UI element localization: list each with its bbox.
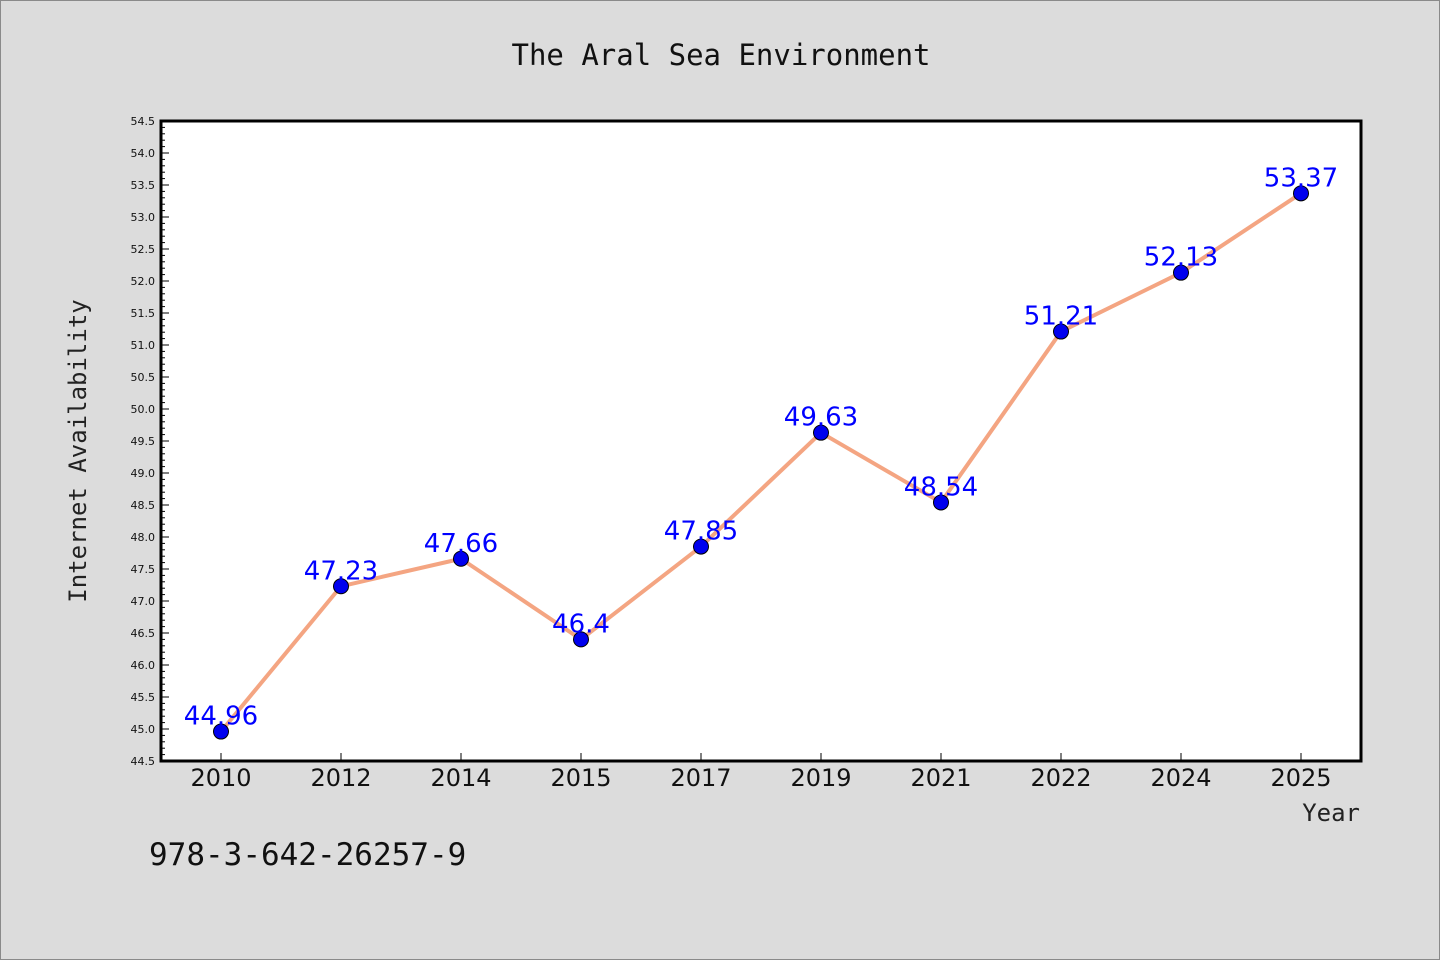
x-axis: 2010 2012 2014 2015 2017 2019 2021 2022 2024 2025 <box>190 753 1332 792</box>
data-point <box>333 578 349 595</box>
data-label: 44.96 <box>184 702 258 732</box>
footnote-isbn: 978-3-642-26257-9 <box>149 837 466 873</box>
y-tick-label: 44.5 <box>131 755 156 768</box>
y-tick-label: 53.0 <box>131 211 156 224</box>
data-label: 51.21 <box>1024 302 1098 332</box>
x-axis-label: Year <box>1302 799 1360 827</box>
data-point <box>453 550 469 567</box>
x-tick-label: 2014 <box>430 764 491 792</box>
y-tick-label: 54.5 <box>131 115 156 128</box>
x-tick-label: 2024 <box>1150 764 1211 792</box>
plot-area <box>159 119 1363 763</box>
data-label: 52.13 <box>1144 243 1218 273</box>
series-layer: 44.96 47.23 47.66 46.4 47.85 49.63 48.54 51.21 5… <box>184 163 1338 740</box>
series-line <box>219 191 1303 733</box>
data-label: 49.63 <box>784 403 858 433</box>
y-tick-label: 49.0 <box>131 467 156 480</box>
data-label: 47.85 <box>664 517 738 547</box>
y-tick-label: 46.5 <box>131 627 156 640</box>
x-tick-label: 2019 <box>790 764 851 792</box>
x-tick-label: 2017 <box>670 764 731 792</box>
y-tick-label: 52.0 <box>131 275 156 288</box>
data-point <box>1293 185 1309 202</box>
x-tick-label: 2021 <box>910 764 971 792</box>
y-tick-label: 49.5 <box>131 435 156 448</box>
data-label: 46.4 <box>552 609 610 639</box>
data-label: 48.54 <box>904 472 978 502</box>
data-label: 47.66 <box>424 529 498 559</box>
y-tick-label: 50.0 <box>131 403 156 416</box>
x-tick-label: 2012 <box>310 764 371 792</box>
y-tick-label: 50.5 <box>131 371 156 384</box>
y-tick-label: 53.5 <box>131 179 156 192</box>
x-tick-label: 2022 <box>1030 764 1091 792</box>
y-tick-label: 52.5 <box>131 243 156 256</box>
y-tick-label: 47.0 <box>131 595 156 608</box>
y-tick-label: 51.0 <box>131 339 156 352</box>
data-point <box>573 631 589 648</box>
x-tick-label: 2025 <box>1270 764 1331 792</box>
y-tick-label: 54.0 <box>131 147 156 160</box>
y-axis-label: Internet Availability <box>64 299 92 602</box>
y-tick-label: 51.5 <box>131 307 156 320</box>
data-point <box>213 723 229 740</box>
y-tick-label: 47.5 <box>131 563 156 576</box>
data-point <box>1053 323 1069 340</box>
y-tick-label: 48.0 <box>131 531 156 544</box>
y-tick-label: 48.5 <box>131 499 156 512</box>
y-tick-label: 45.5 <box>131 691 156 704</box>
data-point <box>693 538 709 555</box>
x-tick-label: 2010 <box>190 764 251 792</box>
data-point <box>1173 264 1189 281</box>
data-point <box>813 424 829 441</box>
y-tick-label: 45.0 <box>131 723 156 736</box>
x-tick-label: 2015 <box>550 764 611 792</box>
chart-title: The Aral Sea Environment <box>511 38 930 72</box>
data-point <box>933 494 949 511</box>
data-label: 47.23 <box>304 556 378 586</box>
y-axis: 44.5 45.0 45.5 46.0 46.5 47.0 47.5 48.0 48.5 49.0… <box>131 115 169 768</box>
y-tick-label: 46.0 <box>131 659 156 672</box>
data-label: 53.37 <box>1264 163 1338 193</box>
